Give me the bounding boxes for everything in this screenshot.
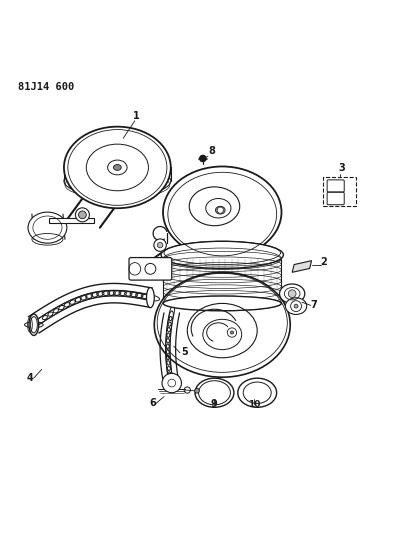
Ellipse shape xyxy=(161,241,283,269)
Ellipse shape xyxy=(64,127,171,208)
Ellipse shape xyxy=(163,166,281,258)
Circle shape xyxy=(162,373,182,393)
Ellipse shape xyxy=(154,272,290,377)
Circle shape xyxy=(195,389,199,393)
Text: 7: 7 xyxy=(310,300,317,310)
Text: 4: 4 xyxy=(26,373,33,383)
Polygon shape xyxy=(49,218,94,223)
Text: 10: 10 xyxy=(248,400,261,409)
FancyBboxPatch shape xyxy=(327,180,344,192)
Polygon shape xyxy=(292,261,312,272)
FancyBboxPatch shape xyxy=(323,177,356,206)
Ellipse shape xyxy=(108,160,127,175)
Circle shape xyxy=(294,304,298,308)
Ellipse shape xyxy=(285,298,307,314)
Text: 2: 2 xyxy=(320,256,327,266)
Circle shape xyxy=(75,208,89,222)
Circle shape xyxy=(154,239,166,252)
Text: 9: 9 xyxy=(210,399,217,409)
Circle shape xyxy=(230,331,234,334)
Circle shape xyxy=(157,243,163,248)
Circle shape xyxy=(200,156,206,161)
Ellipse shape xyxy=(163,296,281,311)
Text: 81J14 600: 81J14 600 xyxy=(18,82,74,92)
Circle shape xyxy=(78,211,86,219)
Ellipse shape xyxy=(189,187,240,225)
Circle shape xyxy=(217,207,223,213)
Ellipse shape xyxy=(29,314,39,335)
Text: 5: 5 xyxy=(181,347,188,357)
Text: 1: 1 xyxy=(134,111,140,121)
Text: 3: 3 xyxy=(338,163,345,173)
Text: 6: 6 xyxy=(149,398,156,408)
Ellipse shape xyxy=(216,206,225,214)
Circle shape xyxy=(288,290,296,297)
Ellipse shape xyxy=(280,284,305,303)
Ellipse shape xyxy=(147,287,154,308)
FancyBboxPatch shape xyxy=(327,192,344,205)
Ellipse shape xyxy=(113,165,121,171)
FancyBboxPatch shape xyxy=(129,257,172,280)
Text: 8: 8 xyxy=(208,146,215,156)
Ellipse shape xyxy=(28,212,67,243)
